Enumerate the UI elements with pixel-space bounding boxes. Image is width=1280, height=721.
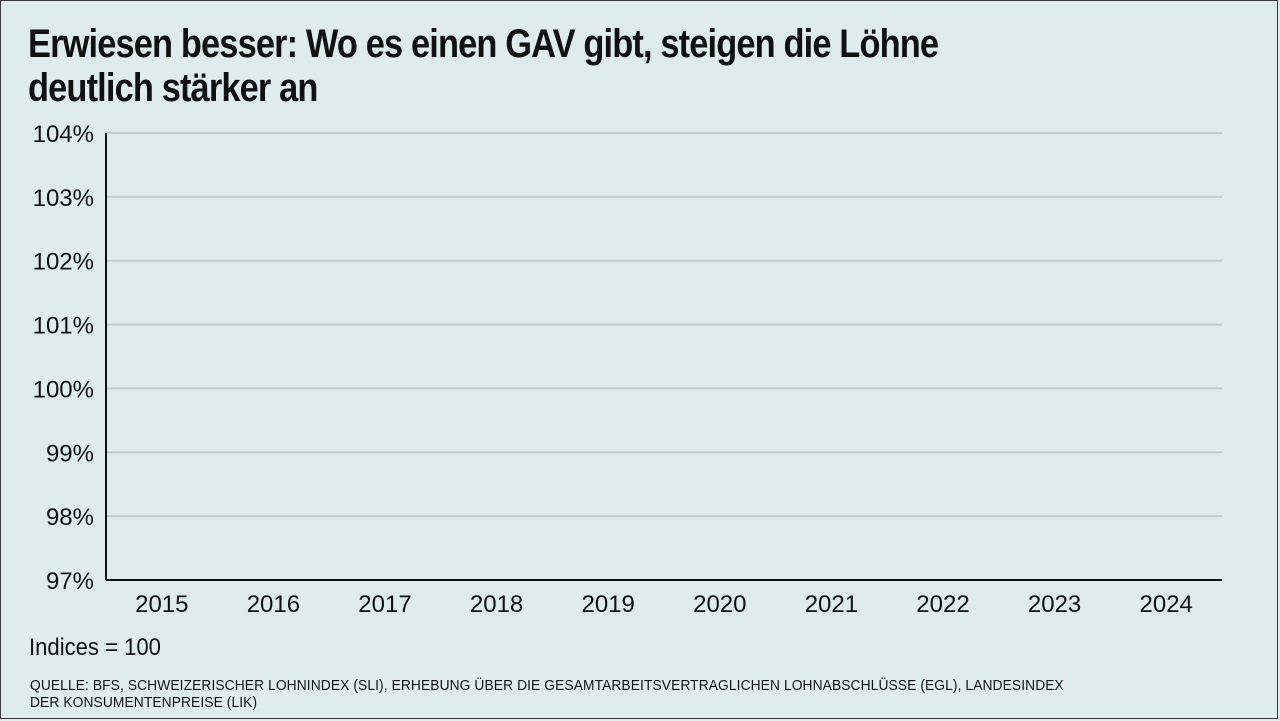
chart-title-line-2: deutlich stärker an	[28, 66, 318, 110]
x-tick-label: 2015	[135, 591, 188, 618]
y-tick-label: 97%	[46, 568, 94, 595]
x-tick-label: 2020	[693, 591, 746, 618]
x-tick-label: 2022	[916, 591, 969, 618]
y-tick-label: 102%	[33, 249, 94, 276]
y-tick-label: 99%	[46, 440, 94, 467]
y-tick-label: 98%	[46, 504, 94, 531]
x-tick-label: 2019	[582, 591, 635, 618]
y-tick-label: 104%	[33, 121, 94, 148]
y-axis-tick-labels: 104% 103% 102% 101% 100% 99% 98% 97%	[33, 121, 94, 595]
source-line-2: DER KONSUMENTENPREISE (LIK)	[30, 694, 258, 711]
y-tick-label: 101%	[33, 313, 94, 340]
grid-lines	[106, 132, 1222, 518]
source-note: QUELLE: BFS, SCHWEIZERISCHER LOHNINDEX (…	[30, 677, 1152, 711]
x-axis-tick-labels: 2015 2016 2017 2018 2019 2020 2021 2022 2023 2024	[135, 591, 1193, 618]
chart-title: Erwiesen besser: Wo es einen GAV gibt, s…	[28, 22, 1069, 110]
chart-title-line-1: Erwiesen besser: Wo es einen GAV gibt, s…	[28, 22, 939, 66]
x-tick-label: 2017	[358, 591, 411, 618]
index-note: Indices = 100	[29, 634, 161, 661]
x-tick-label: 2021	[805, 591, 858, 618]
x-tick-label: 2016	[247, 591, 300, 618]
x-tick-label: 2023	[1028, 591, 1081, 618]
x-tick-label: 2024	[1140, 591, 1193, 618]
source-line-1: QUELLE: BFS, SCHWEIZERISCHER LOHNINDEX (…	[30, 677, 1064, 694]
x-tick-label: 2018	[470, 591, 523, 618]
y-tick-label: 103%	[33, 185, 94, 212]
y-tick-label: 100%	[33, 376, 94, 403]
